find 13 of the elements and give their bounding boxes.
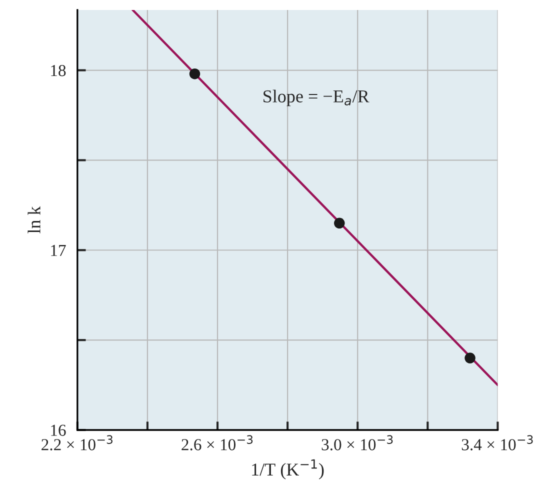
point [464,352,476,364]
annotation: Slope = −E$_{a}$/R [264,90,370,106]
point [334,218,345,229]
x-tick-label: 3.0 × 10$^{−3}$ [322,435,393,450]
point [189,68,200,80]
x-tick-label: 2.2 × 10$^{−3}$ [42,435,112,450]
x-tick-label: 3.4 × 10$^{−3}$ [462,435,533,450]
y-tick-label: 16 [51,424,66,436]
y-axis-title: ln k [28,206,40,234]
x-axis-title: 1/T (K$^{−1}$) [252,459,324,480]
y-tick-label: 17 [51,244,66,256]
x-tick-label: 2.6 × 10$^{−3}$ [182,435,253,450]
y-tick-label: 18 [51,64,66,76]
